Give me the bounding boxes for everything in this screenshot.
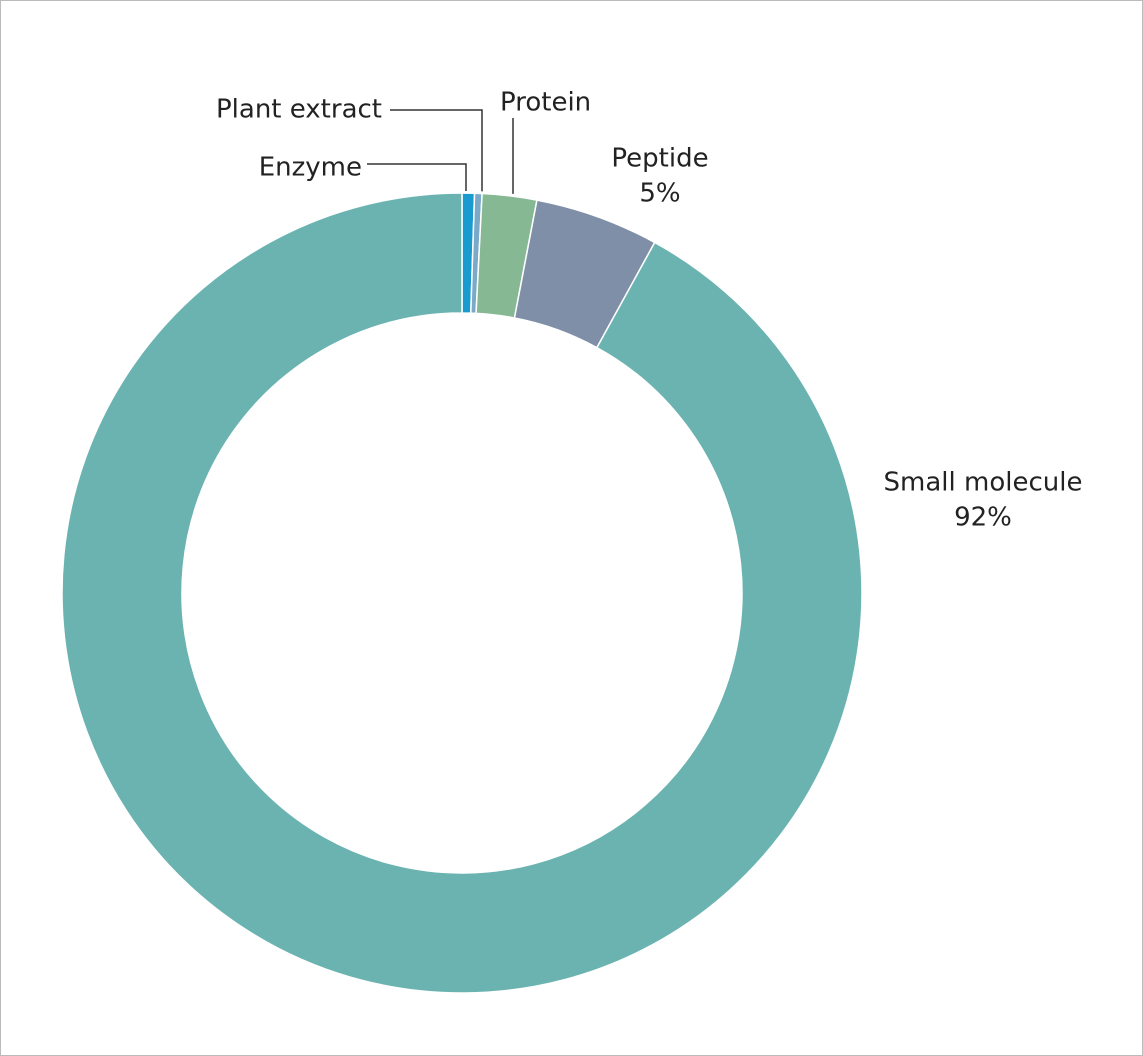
- slice-label: Small molecule: [884, 468, 1083, 498]
- donut-slice: [61, 192, 863, 994]
- leader-line: [367, 163, 467, 192]
- slice-label: Enzyme: [259, 153, 362, 183]
- slice-label: Plant extract: [216, 95, 382, 125]
- value-label: 92%: [954, 503, 1012, 533]
- value-label: 5%: [639, 179, 680, 209]
- slice-label: Protein: [500, 88, 591, 118]
- leader-line: [390, 109, 483, 192]
- slice-label: Peptide: [611, 144, 708, 174]
